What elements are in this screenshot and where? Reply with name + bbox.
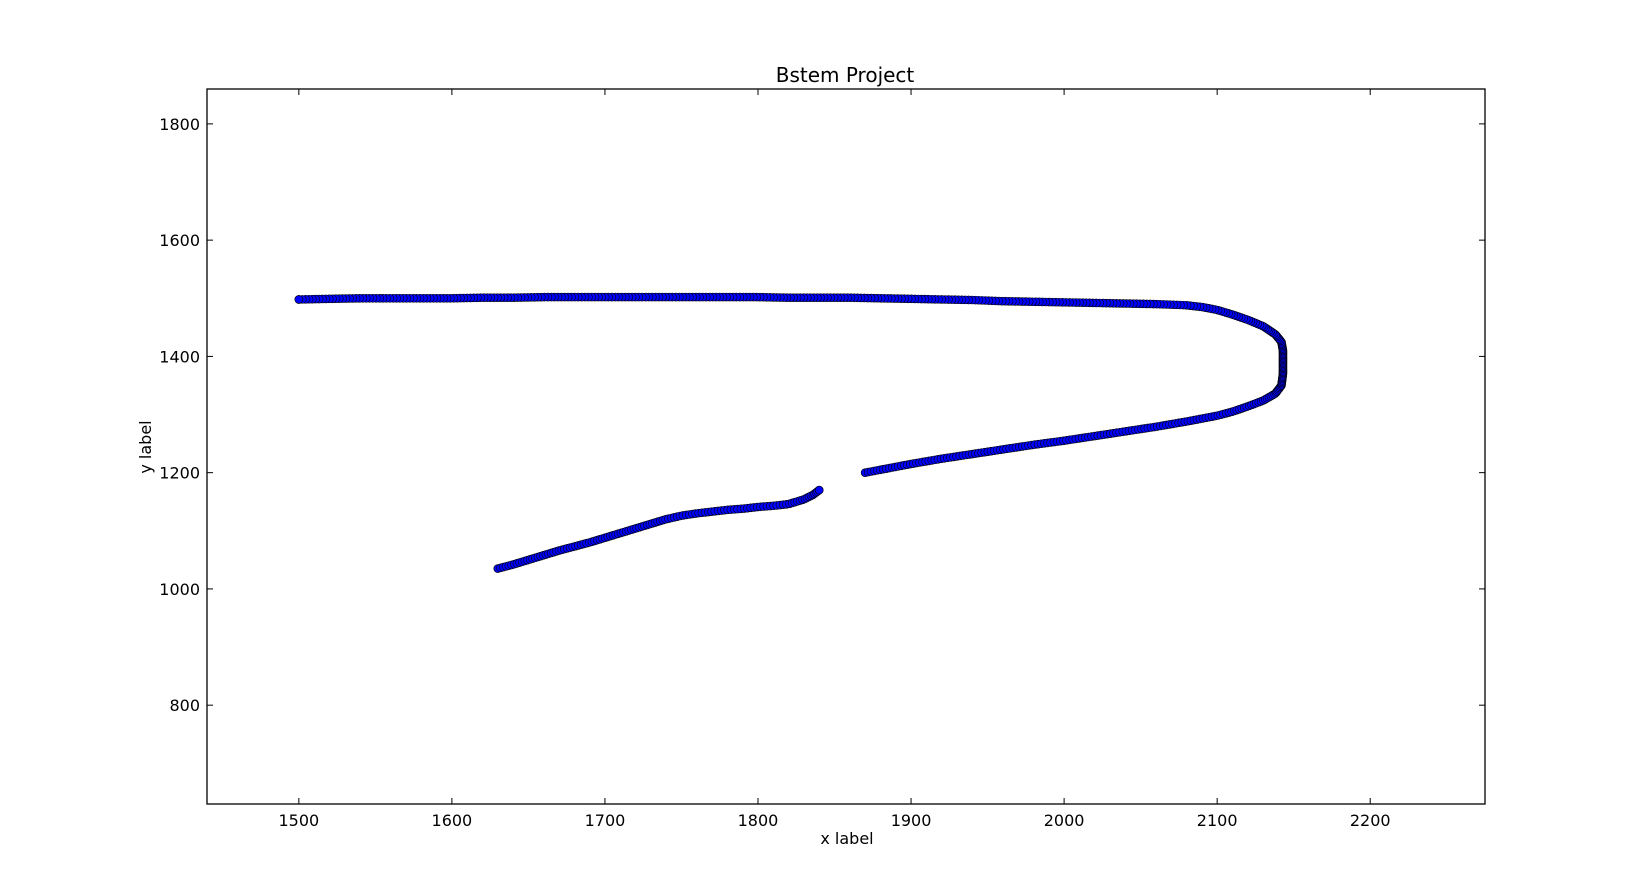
scatter-point: [294, 295, 304, 304]
y-tick-label: 1800: [159, 115, 200, 134]
x-axis-ticks: 1500 1600 1700 1800 1900 2000 2100 2200: [278, 89, 1391, 830]
scatter-point: [814, 485, 824, 495]
x-tick-label: 1900: [891, 811, 932, 830]
y-tick-label: 1000: [159, 580, 200, 599]
y-axis-label: y label: [136, 420, 155, 473]
x-tick-label: 2000: [1044, 811, 1085, 830]
x-tick-label: 2100: [1197, 811, 1238, 830]
x-tick-label: 2200: [1350, 811, 1391, 830]
plot-frame: [206, 88, 1486, 805]
x-tick-label: 1500: [278, 811, 319, 830]
y-tick-label: 1200: [159, 464, 200, 483]
x-tick-label: 1700: [585, 811, 626, 830]
x-tick-label: 1800: [738, 811, 779, 830]
y-tick-label: 800: [169, 696, 200, 715]
plot-points: [294, 292, 1288, 573]
x-tick-label: 1600: [432, 811, 473, 830]
y-tick-label: 1400: [159, 347, 200, 366]
y-tick-label: 1600: [159, 231, 200, 250]
chart-title: Bstem Project: [776, 63, 915, 87]
x-axis-label: x label: [820, 829, 873, 848]
y-axis-ticks: 800 1000 1200 1400 1600 1800: [159, 115, 1485, 715]
